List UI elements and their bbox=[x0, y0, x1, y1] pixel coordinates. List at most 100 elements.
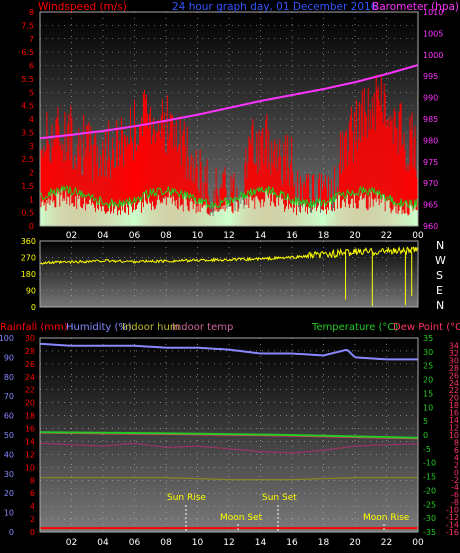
wind-tick-label: 6 bbox=[29, 62, 34, 71]
temp-x-tick-label: 00 bbox=[412, 538, 424, 548]
wind-tick-label: 4.5 bbox=[21, 102, 34, 111]
wind-tick-label: 7.5 bbox=[21, 21, 34, 30]
baro-tick-label: 970 bbox=[423, 179, 438, 188]
dew-tick-label: -2 bbox=[451, 476, 459, 485]
dew-tick-label: 34 bbox=[449, 341, 459, 350]
dew-tick-label: 12 bbox=[449, 424, 459, 433]
dew-tick-label: -6 bbox=[451, 491, 459, 500]
rain-tick-label: 24 bbox=[25, 373, 35, 382]
temp-tick-label: -25 bbox=[423, 500, 436, 509]
direction-tick-label: 360 bbox=[21, 237, 36, 246]
moon-rise-text: Moon Rise bbox=[363, 513, 410, 523]
temp-x-tick-label: 08 bbox=[160, 538, 172, 548]
temp-tick-label: -20 bbox=[423, 486, 436, 495]
humidity-tick-label: 40 bbox=[4, 450, 14, 459]
wind-x-tick-label: 16 bbox=[286, 231, 298, 241]
rain-tick-label: 16 bbox=[25, 425, 35, 434]
rain-tick-label: 10 bbox=[25, 463, 35, 472]
direction-panel-bg bbox=[40, 241, 418, 307]
wind-x-tick-label: 20 bbox=[349, 231, 361, 241]
wind-x-tick-label: 18 bbox=[318, 231, 330, 241]
dew-tick-label: -4 bbox=[451, 483, 459, 492]
wind-tick-label: 8 bbox=[29, 8, 34, 17]
rain-tick-label: 12 bbox=[25, 450, 35, 459]
dew-tick-label: 10 bbox=[449, 431, 459, 440]
baro-tick-label: 975 bbox=[423, 158, 438, 167]
sun-set-text: Sun Set bbox=[262, 493, 297, 503]
dew-tick-label: 28 bbox=[449, 364, 459, 373]
dew-tick-label: -12 bbox=[446, 513, 459, 522]
dew-tick-label: 16 bbox=[449, 409, 459, 418]
dew-tick-label: -8 bbox=[451, 498, 459, 507]
compass-n-top: N bbox=[436, 239, 444, 252]
temp-x-tick-label: 04 bbox=[97, 538, 109, 548]
wind-tick-label: 5 bbox=[29, 88, 34, 97]
humidity-tick-label: 90 bbox=[4, 353, 14, 362]
moon-set-text: Moon Set bbox=[220, 513, 263, 523]
indoor-hum-label: Indoor hum bbox=[122, 322, 180, 333]
dew-tick-label: 26 bbox=[449, 371, 459, 380]
wind-tick-label: 1 bbox=[29, 195, 34, 204]
wind-tick-label: 2 bbox=[29, 169, 34, 178]
dew-tick-label: -10 bbox=[446, 506, 459, 515]
temp-x-tick-label: 18 bbox=[318, 538, 330, 548]
dew-tick-label: 6 bbox=[454, 446, 459, 455]
dew-tick-label: 20 bbox=[449, 394, 459, 403]
dew-tick-label: 8 bbox=[454, 438, 459, 447]
baro-tick-label: 1000 bbox=[423, 51, 443, 60]
rain-tick-label: 18 bbox=[25, 412, 35, 421]
wind-tick-label: 4 bbox=[29, 115, 34, 124]
temp-x-tick-label: 20 bbox=[349, 538, 361, 548]
wind-tick-label: 3.5 bbox=[21, 128, 34, 137]
dew-tick-label: -14 bbox=[446, 521, 459, 530]
wind-x-tick-label: 00 bbox=[412, 231, 424, 241]
wind-x-tick-label: 06 bbox=[129, 231, 141, 241]
rain-tick-label: 14 bbox=[25, 437, 35, 446]
baro-tick-label: 965 bbox=[423, 201, 438, 210]
temp-tick-label: -15 bbox=[423, 473, 436, 482]
wind-x-tick-label: 08 bbox=[160, 231, 172, 241]
baro-tick-label: 960 bbox=[423, 222, 438, 231]
dew-tick-label: 30 bbox=[449, 356, 459, 365]
barometer-label: Barometer (hpa) bbox=[372, 1, 459, 13]
indoor-temp-line bbox=[39, 442, 419, 454]
baro-tick-label: 980 bbox=[423, 136, 438, 145]
compass-s: S bbox=[436, 269, 443, 282]
wind-avg-line bbox=[39, 184, 418, 210]
baro-tick-label: 995 bbox=[423, 72, 438, 81]
baro-tick-label: 985 bbox=[423, 115, 438, 124]
humidity-tick-label: 30 bbox=[4, 470, 14, 479]
dew-tick-label: 18 bbox=[449, 401, 459, 410]
dew-tick-label: 0 bbox=[454, 468, 459, 477]
humidity-tick-label: 0 bbox=[9, 528, 14, 537]
wind-x-tick-label: 02 bbox=[66, 231, 77, 241]
temp-tick-label: 15 bbox=[423, 389, 433, 398]
wind-x-tick-label: 22 bbox=[381, 231, 392, 241]
rain-tick-label: 2 bbox=[30, 515, 35, 524]
dew-tick-label: 24 bbox=[449, 379, 459, 388]
compass-e: E bbox=[436, 284, 443, 297]
temp-x-tick-label: 02 bbox=[66, 538, 77, 548]
dew-tick-label: 22 bbox=[449, 386, 459, 395]
dew-tick-label: -16 bbox=[446, 528, 459, 537]
dew-tick-label: 32 bbox=[449, 349, 459, 358]
temperature-line bbox=[39, 431, 419, 439]
dew-tick-label: 4 bbox=[454, 453, 459, 462]
indoor-temp-label: Indoor temp bbox=[172, 322, 233, 333]
rain-tick-label: 6 bbox=[30, 489, 35, 498]
rain-tick-label: 8 bbox=[30, 476, 35, 485]
temp-tick-label: 25 bbox=[423, 362, 433, 371]
baro-tick-label: 990 bbox=[423, 94, 438, 103]
wind-tick-label: 2.5 bbox=[21, 155, 34, 164]
baro-tick-label: 1005 bbox=[423, 29, 443, 38]
rainfall-label: Rainfall (mm) bbox=[0, 322, 68, 333]
humidity-label: Humidity (%) bbox=[66, 322, 132, 333]
compass-w: W bbox=[435, 254, 446, 267]
wind-x-tick-label: 14 bbox=[255, 231, 267, 241]
barometer-line bbox=[39, 64, 419, 140]
humidity-line bbox=[39, 342, 418, 361]
wind-x-tick-label: 10 bbox=[192, 231, 204, 241]
rain-tick-label: 0 bbox=[30, 528, 35, 537]
temp-tick-label: 0 bbox=[423, 431, 428, 440]
